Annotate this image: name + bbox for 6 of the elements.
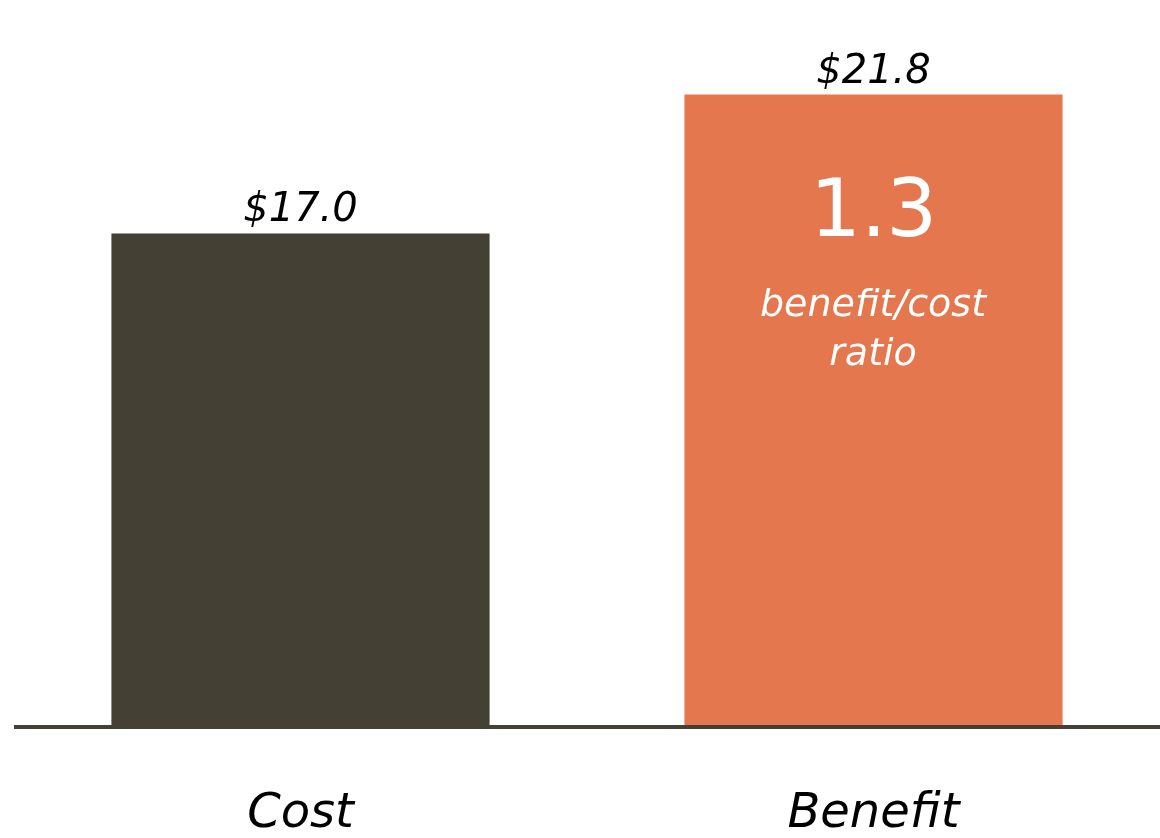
data-label: $21.8	[816, 45, 931, 92]
x-tick-label: Benefit	[787, 781, 962, 838]
x-tick-label: Cost	[247, 781, 357, 838]
data-label: $17.0	[243, 184, 358, 231]
annotation: benefit/cost ratio	[760, 281, 989, 375]
annotation: 1.3	[810, 162, 938, 255]
